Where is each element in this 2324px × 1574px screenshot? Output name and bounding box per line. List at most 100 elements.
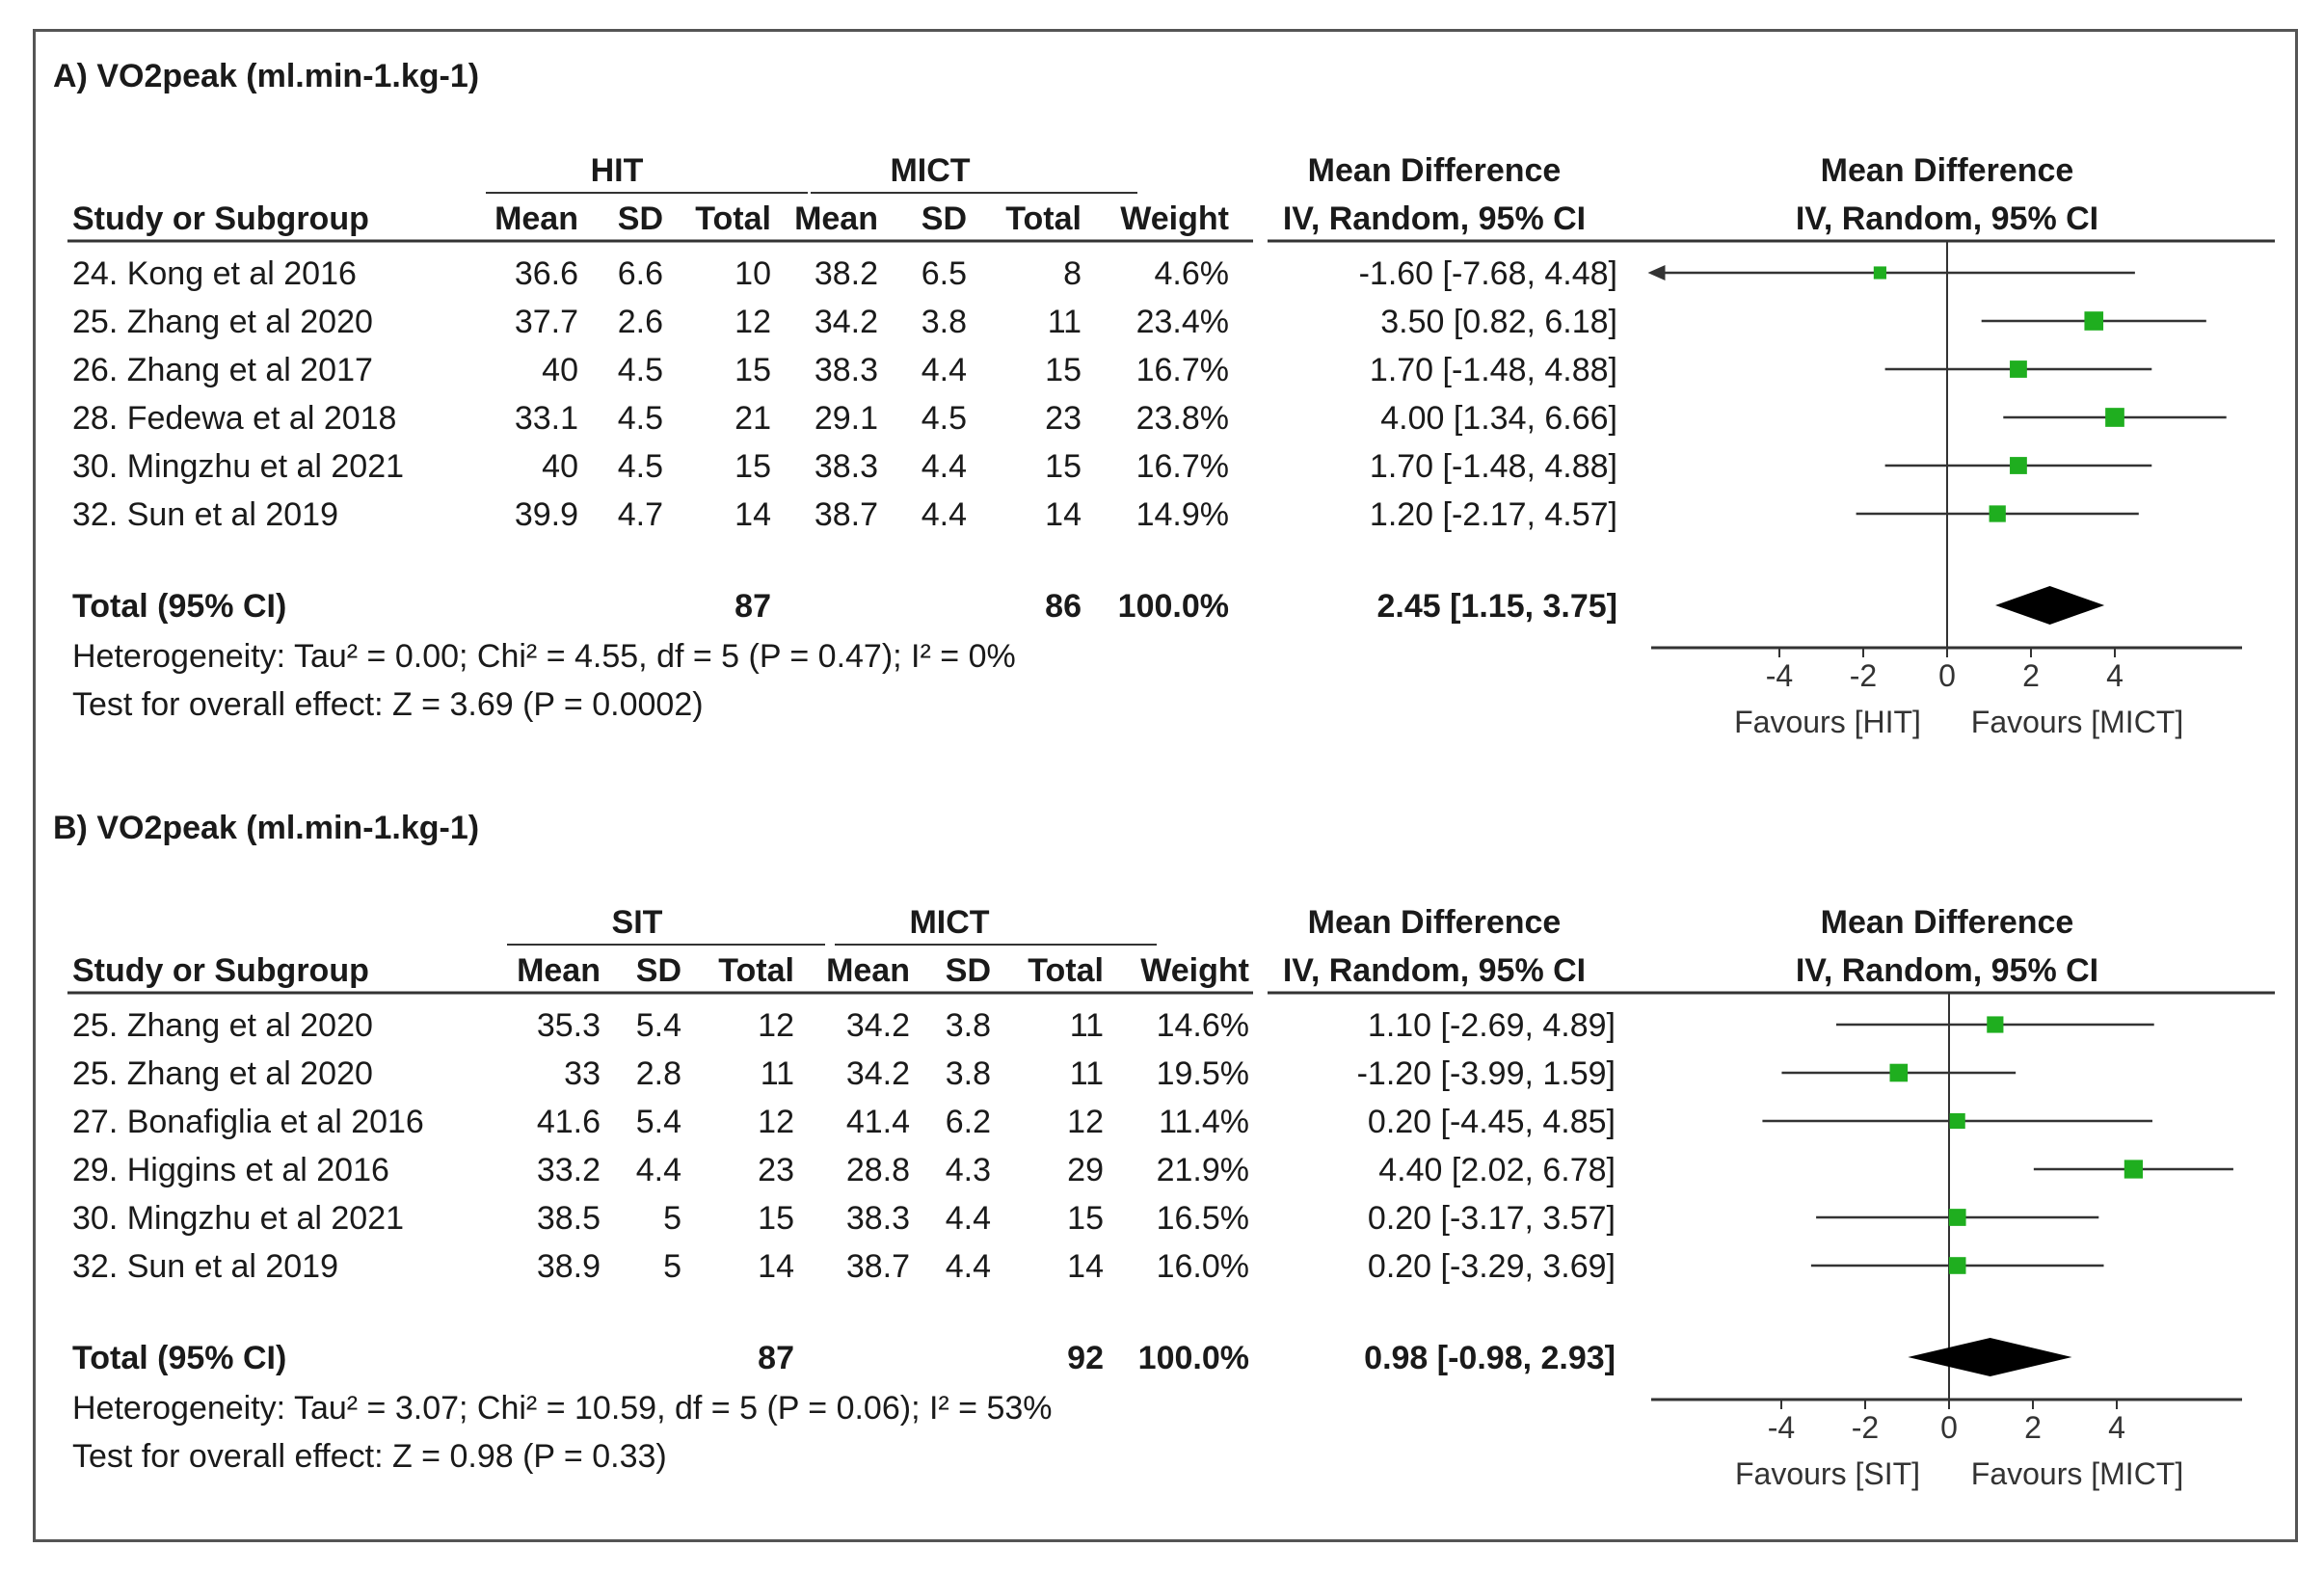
total-label: Total (95% CI) [72, 588, 286, 625]
favours-left-label: Favours [SIT] [1735, 1456, 1920, 1491]
point-estimate-square [2124, 1160, 2144, 1179]
ctl-sd: 4.3 [946, 1152, 991, 1188]
ctl-mean: 34.2 [846, 1007, 910, 1044]
ctl-sd: 4.4 [922, 496, 967, 533]
exp-sd: 4.4 [636, 1152, 681, 1188]
study-weight: 11.4% [1159, 1104, 1249, 1140]
ctl-sd: 4.4 [946, 1200, 991, 1237]
study-weight: 14.6% [1157, 1007, 1249, 1044]
study-ci-text: -1.20 [-3.99, 1.59] [1357, 1055, 1616, 1092]
panel-title: B) VO2peak (ml.min-1.kg-1) [53, 810, 479, 846]
exp-total: 12 [758, 1007, 794, 1044]
exp-mean: 38.5 [537, 1200, 601, 1237]
study-column-header: Study or Subgroup [72, 952, 369, 989]
x-tick-label: 4 [2106, 658, 2124, 693]
ctl-total: 11 [1070, 1007, 1104, 1044]
study-weight: 16.7% [1136, 448, 1229, 485]
exp-total: 15 [735, 352, 771, 388]
total-ctl-n: 92 [1067, 1340, 1104, 1376]
study-ci-text: 3.50 [0.82, 6.18] [1380, 304, 1617, 340]
ctl-sd: 3.8 [946, 1055, 991, 1092]
exp-sd: 4.5 [618, 352, 663, 388]
ctl-mean: 38.3 [846, 1200, 910, 1237]
exp-mean: 38.9 [537, 1248, 601, 1285]
exp-mean: 37.7 [515, 304, 578, 340]
study-name: 26. Zhang et al 2017 [72, 352, 373, 388]
ctl-total: 29 [1067, 1152, 1104, 1188]
study-ci-text: -1.60 [-7.68, 4.48] [1359, 255, 1617, 292]
md-plot-method-header: IV, Random, 95% CI [1796, 952, 2098, 989]
exp-total: 15 [735, 448, 771, 485]
study-weight: 14.9% [1136, 496, 1229, 533]
study-weight: 19.5% [1157, 1055, 1249, 1092]
exp-total: 10 [735, 255, 771, 292]
point-estimate-square [2010, 360, 2027, 378]
md-method-header: IV, Random, 95% CI [1283, 952, 1586, 989]
point-estimate-square [1889, 1063, 1909, 1082]
study-name: 28. Fedewa et al 2018 [72, 400, 396, 437]
exp-total: 12 [758, 1104, 794, 1140]
ctl-mean: 34.2 [846, 1055, 910, 1092]
exp-total: 11 [761, 1055, 794, 1092]
point-estimate-square [2010, 457, 2027, 474]
exp-mean: 35.3 [537, 1007, 601, 1044]
total-weight: 100.0% [1138, 1340, 1249, 1376]
total-column-header: Total [1028, 952, 1104, 989]
ctl-total: 14 [1045, 496, 1082, 533]
study-name: 29. Higgins et al 2016 [72, 1152, 389, 1188]
ctl-total: 23 [1045, 400, 1082, 437]
total-column-header: Total [718, 952, 794, 989]
md-method-header: IV, Random, 95% CI [1283, 200, 1586, 237]
md-header: Mean Difference [1308, 152, 1562, 189]
study-ci-text: 0.20 [-3.29, 3.69] [1368, 1248, 1616, 1285]
mean-column-header: Mean [494, 200, 578, 237]
point-estimate-square [1949, 1112, 1965, 1130]
ctl-sd: 4.4 [922, 448, 967, 485]
exp-sd: 5.4 [636, 1007, 681, 1044]
study-name: 25. Zhang et al 2020 [72, 304, 373, 340]
total-exp-n: 87 [758, 1340, 794, 1376]
ctl-mean: 28.8 [846, 1152, 910, 1188]
exp-mean: 33.1 [515, 400, 578, 437]
heterogeneity-text: Heterogeneity: Tau² = 3.07; Chi² = 10.59… [72, 1390, 1053, 1427]
ctl-total: 11 [1070, 1055, 1104, 1092]
total-ctl-n: 86 [1045, 588, 1082, 625]
favours-right-label: Favours [MICT] [1971, 1456, 2183, 1491]
exp-total: 23 [758, 1152, 794, 1188]
point-estimate-square [1948, 1209, 1966, 1226]
point-estimate-square [1873, 266, 1886, 280]
ctl-total: 14 [1067, 1248, 1104, 1285]
control-group-header: MICT [890, 152, 970, 189]
sd-column-header: SD [946, 952, 991, 989]
study-name: 24. Kong et al 2016 [72, 255, 357, 292]
figure-frame [33, 29, 2298, 1542]
ctl-sd: 6.2 [946, 1104, 991, 1140]
favours-left-label: Favours [HIT] [1734, 705, 1921, 739]
overall-effect-text: Test for overall effect: Z = 3.69 (P = 0… [72, 686, 704, 723]
x-tick-label: 0 [1938, 658, 1956, 693]
ctl-mean: 29.1 [815, 400, 878, 437]
exp-total: 15 [758, 1200, 794, 1237]
mean-column-header: Mean [517, 952, 601, 989]
exp-mean: 33.2 [537, 1152, 601, 1188]
study-name: 27. Bonafiglia et al 2016 [72, 1104, 424, 1140]
ctl-mean: 34.2 [815, 304, 878, 340]
md-header: Mean Difference [1308, 904, 1562, 941]
panel-title: A) VO2peak (ml.min-1.kg-1) [53, 58, 479, 94]
ctl-sd: 4.4 [922, 352, 967, 388]
exp-mean: 40 [542, 448, 578, 485]
study-name: 30. Mingzhu et al 2021 [72, 448, 404, 485]
exp-sd: 4.5 [618, 400, 663, 437]
exp-mean: 36.6 [515, 255, 578, 292]
study-ci-text: 1.70 [-1.48, 4.88] [1370, 448, 1617, 485]
study-weight: 4.6% [1155, 255, 1230, 292]
point-estimate-square [2084, 311, 2104, 331]
favours-right-label: Favours [MICT] [1971, 705, 2183, 739]
exp-sd: 4.7 [618, 496, 663, 533]
study-ci-text: 1.20 [-2.17, 4.57] [1370, 496, 1617, 533]
x-tick-label: -4 [1768, 1410, 1795, 1445]
ctl-total: 11 [1048, 304, 1082, 340]
ctl-total: 15 [1067, 1200, 1104, 1237]
sd-column-header: SD [618, 200, 663, 237]
